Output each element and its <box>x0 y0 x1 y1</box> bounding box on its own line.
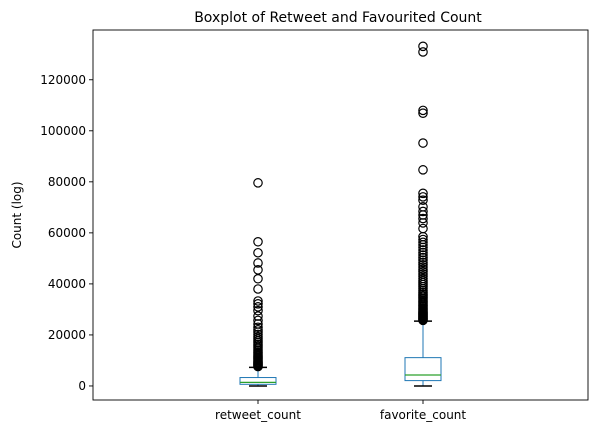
x-tick-label: retweet_count <box>215 408 301 422</box>
outlier-point <box>418 213 428 224</box>
outlier-point <box>253 296 263 306</box>
outlier-point <box>253 311 263 321</box>
y-tick-label: 0 <box>78 379 86 393</box>
outlier-point <box>418 47 428 57</box>
outlier-point <box>418 245 428 255</box>
outlier-point <box>418 237 428 248</box>
outlier-point <box>253 236 263 247</box>
axes-frame <box>92 29 589 401</box>
outlier-point <box>418 234 428 245</box>
y-tick-label: 120000 <box>40 73 86 87</box>
outlier-point <box>418 202 428 212</box>
outlier-point <box>253 178 263 188</box>
y-tick-label: 80000 <box>48 175 86 189</box>
axes: 0 20000 40000 60000 80000 100000 120000 retweet… <box>40 29 589 422</box>
outlier-point <box>253 322 263 333</box>
box-iqr <box>239 377 277 385</box>
box-group-retweet-count <box>239 178 277 387</box>
chart-title: Boxplot of Retweet and Favourited Count <box>194 10 482 26</box>
y-tick-label: 100000 <box>40 124 86 138</box>
box-iqr <box>404 357 442 382</box>
outlier-point <box>418 165 428 175</box>
outlier-point <box>253 298 263 309</box>
outlier-point <box>418 252 428 263</box>
x-tick-label: favorite_count <box>380 408 467 422</box>
outlier-point <box>253 305 263 316</box>
outlier-point <box>253 325 263 335</box>
outlier-point <box>418 138 428 148</box>
outlier-point <box>418 250 428 260</box>
outlier-point <box>418 206 428 217</box>
y-tick-label: 40000 <box>48 277 86 291</box>
outlier-point <box>418 41 428 52</box>
y-axis-label: Count (log) <box>10 181 24 248</box>
outlier-point <box>418 108 428 118</box>
outlier-point <box>418 105 428 116</box>
outlier-point <box>418 247 428 258</box>
outlier-point <box>418 255 428 265</box>
y-tick-label: 60000 <box>48 226 86 240</box>
outlier-point <box>253 265 263 275</box>
outlier-point <box>253 302 263 312</box>
outlier-point <box>253 258 263 268</box>
outlier-point <box>418 188 428 199</box>
outlier-point <box>418 223 428 234</box>
outlier-point <box>418 192 428 202</box>
outlier-point <box>253 284 263 294</box>
box-group-favorite-count <box>404 41 442 387</box>
outlier-point <box>253 273 263 284</box>
y-tick-label: 20000 <box>48 328 86 342</box>
outlier-point <box>253 315 263 326</box>
plot-area <box>239 41 442 387</box>
outlier-point <box>253 247 263 258</box>
outlier-point <box>418 195 428 205</box>
